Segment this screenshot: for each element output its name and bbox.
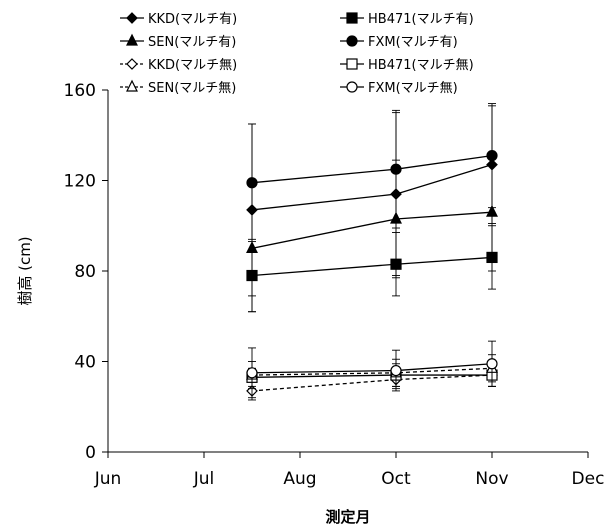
series xyxy=(246,103,498,401)
legend-marker xyxy=(126,33,138,46)
legend-marker xyxy=(346,81,358,93)
y-tick-label: 40 xyxy=(74,353,96,373)
x-tick-label: Jun xyxy=(94,469,122,489)
series-SEN(マルチ有) xyxy=(246,152,498,313)
legend-label: HB471(マルチ無) xyxy=(368,58,474,73)
x-axis-title: 測定月 xyxy=(325,508,370,526)
x-tick-label: Dec xyxy=(572,469,605,489)
series-KKD(マルチ無) xyxy=(246,363,498,401)
series-FXM(マルチ無) xyxy=(246,340,498,399)
data-point xyxy=(390,163,402,175)
x-tick-label: Aug xyxy=(283,469,316,489)
data-point xyxy=(246,367,258,379)
legend-label: FXM(マルチ無) xyxy=(368,81,458,96)
data-point xyxy=(486,204,498,217)
y-tick-label: 120 xyxy=(64,172,96,192)
axes xyxy=(107,90,588,453)
legend-marker xyxy=(346,12,358,24)
legend-marker xyxy=(126,12,138,24)
legend-label: HB471(マルチ有) xyxy=(368,12,474,27)
series-KKD(マルチ有) xyxy=(246,105,498,297)
legend-label: SEN(マルチ有) xyxy=(148,35,236,50)
x-tick-label: Oct xyxy=(381,469,411,489)
legend-item: FXM(マルチ有) xyxy=(340,35,458,50)
legend-item: SEN(マルチ有) xyxy=(120,33,236,50)
legend-label: FXM(マルチ有) xyxy=(368,35,458,50)
legend-marker xyxy=(346,35,358,47)
series-FXM(マルチ有) xyxy=(246,103,498,243)
legend-item: FXM(マルチ無) xyxy=(340,81,458,96)
legend-label: KKD(マルチ有) xyxy=(148,12,237,27)
data-point xyxy=(246,241,258,253)
series-line xyxy=(251,154,493,184)
legend-marker xyxy=(126,58,138,70)
x-tick-label: Jul xyxy=(193,469,215,489)
series-line xyxy=(251,363,493,374)
x-tick-label: Nov xyxy=(475,469,508,489)
legend-item: KKD(マルチ有) xyxy=(120,12,237,27)
y-tick-label: 80 xyxy=(74,262,96,282)
series-line xyxy=(251,256,493,277)
series-HB471(マルチ無) xyxy=(246,363,498,387)
y-tick-label: 160 xyxy=(64,81,96,101)
data-point xyxy=(246,177,258,189)
ticks: 0 40 80 120 160 Jun Jul Aug Oct Nov Dec xyxy=(64,81,605,489)
legend: KKD(マルチ有) HB471(マルチ有) SEN(マルチ有) FXM(マルチ有) KK… xyxy=(120,12,474,96)
data-point xyxy=(390,364,402,377)
data-point xyxy=(486,150,498,162)
series-line xyxy=(251,211,493,250)
series-line xyxy=(251,374,493,392)
legend-label: KKD(マルチ無) xyxy=(148,58,237,73)
y-axis-title: 樹高 (cm) xyxy=(16,236,34,305)
legend-label: SEN(マルチ無) xyxy=(148,81,236,96)
legend-item: HB471(マルチ無) xyxy=(340,58,474,73)
y-tick-label: 0 xyxy=(85,443,96,463)
series-HB471(マルチ有) xyxy=(246,225,498,313)
legend-marker xyxy=(346,58,358,70)
legend-marker xyxy=(126,79,138,92)
legend-item: SEN(マルチ無) xyxy=(120,79,236,96)
data-point xyxy=(486,358,498,370)
legend-item: KKD(マルチ無) xyxy=(120,58,237,73)
legend-item: HB471(マルチ有) xyxy=(340,12,474,27)
